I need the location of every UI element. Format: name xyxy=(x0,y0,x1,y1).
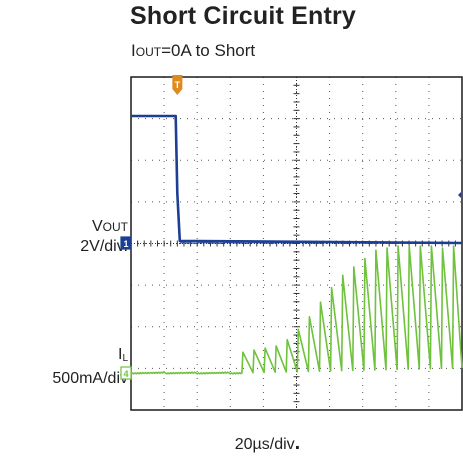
timebase-dot: . xyxy=(294,432,301,454)
ch1-name: VOUT xyxy=(80,217,128,237)
trigger-marker-shape xyxy=(172,75,183,95)
ch1-name-main: V xyxy=(91,218,103,235)
subtitle-suffix: =0A to Short xyxy=(161,41,256,60)
ch1-level-tick xyxy=(458,192,461,198)
il-trace xyxy=(130,245,463,375)
vout-trace xyxy=(131,114,463,245)
ch1-marker-label: 1 xyxy=(123,239,128,249)
ch1-marker-box xyxy=(120,236,132,250)
trigger-marker: T xyxy=(172,75,183,95)
ch1-scale: 2V/div. xyxy=(80,238,128,255)
ch4-marker-label: 4 xyxy=(123,369,128,379)
ch4-name-main: I xyxy=(117,346,123,363)
ch4-label: IL 500mA/div xyxy=(52,345,128,389)
timebase-label: 20µs/div. xyxy=(36,432,463,455)
ch1-marker: 1 xyxy=(120,236,132,250)
chart-subtitle: IOUT=0A to Short xyxy=(131,41,255,61)
ch4-name-sub: L xyxy=(122,353,128,364)
subtitle-prefix: I xyxy=(131,41,136,60)
ch4-marker: 4 xyxy=(120,366,132,380)
ch4-marker-box xyxy=(120,366,132,380)
ch1-label: VOUT 2V/div. xyxy=(80,217,128,257)
ch1-name-small: OUT xyxy=(102,220,128,234)
ch4-name: IL xyxy=(52,345,128,369)
subtitle-subscript: OUT xyxy=(135,45,162,59)
timebase-value: 20µs/div xyxy=(234,436,295,453)
ch4-scale: 500mA/div xyxy=(52,370,128,387)
trigger-marker-label: T xyxy=(175,80,181,90)
vout-noise xyxy=(179,241,462,245)
chart-title: Short Circuit Entry xyxy=(130,2,357,30)
